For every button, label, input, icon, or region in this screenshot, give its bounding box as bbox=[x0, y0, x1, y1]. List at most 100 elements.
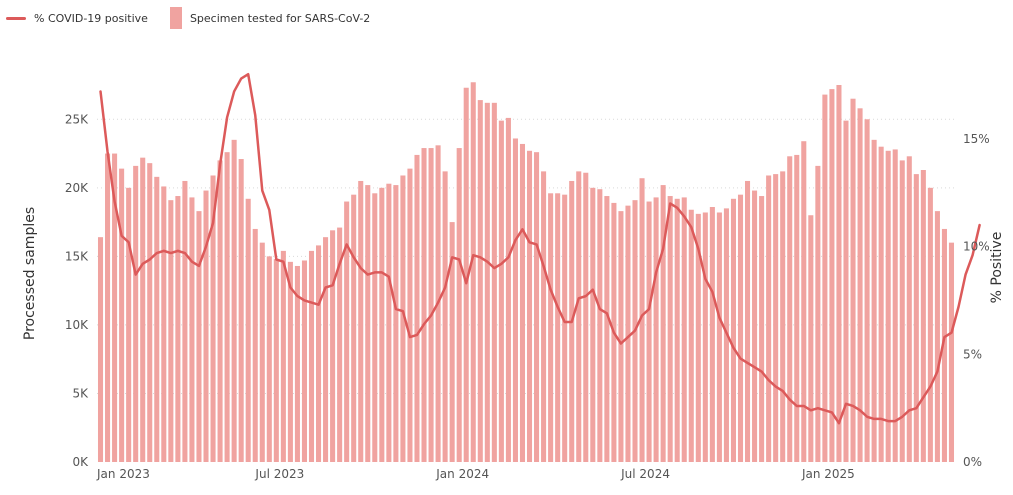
y-tick-label: 15K bbox=[65, 249, 89, 263]
bar bbox=[421, 148, 427, 462]
bar bbox=[618, 211, 624, 462]
bar bbox=[625, 205, 631, 462]
y2-tick-label: 10% bbox=[963, 240, 990, 254]
y2-tick-label: 15% bbox=[963, 132, 990, 146]
bar bbox=[920, 170, 926, 462]
bar bbox=[273, 259, 279, 462]
bar bbox=[583, 172, 589, 463]
y-tick-label: 10K bbox=[65, 318, 89, 332]
bar bbox=[906, 156, 912, 463]
bar bbox=[681, 197, 687, 462]
bar bbox=[667, 196, 673, 463]
bar bbox=[189, 197, 195, 462]
y-tick-label: 5K bbox=[72, 386, 89, 400]
bar bbox=[604, 196, 610, 463]
bar bbox=[639, 178, 645, 462]
bar bbox=[534, 152, 540, 463]
bar bbox=[365, 185, 371, 462]
bar bbox=[759, 196, 765, 463]
bar bbox=[287, 261, 293, 462]
bar bbox=[463, 87, 469, 463]
bar bbox=[934, 211, 940, 462]
bar bbox=[442, 171, 448, 462]
bar bbox=[653, 197, 659, 462]
bar bbox=[477, 100, 483, 462]
bar bbox=[562, 194, 568, 463]
bar bbox=[801, 141, 807, 462]
bar bbox=[337, 227, 343, 462]
legend-label-covid-positive: % COVID-19 positive bbox=[34, 11, 148, 25]
legend: % COVID-19 positive Specimen tested for … bbox=[6, 7, 392, 29]
legend-item-specimen-tested[interactable]: Specimen tested for SARS-CoV-2 bbox=[169, 7, 370, 29]
bar bbox=[161, 186, 167, 462]
bar bbox=[836, 85, 842, 462]
bar bbox=[330, 230, 336, 462]
bar bbox=[358, 180, 364, 462]
bar bbox=[294, 265, 300, 462]
bar bbox=[175, 196, 181, 463]
bar bbox=[808, 215, 814, 462]
bar bbox=[182, 180, 188, 462]
bar bbox=[428, 148, 434, 462]
bar bbox=[752, 190, 758, 462]
bar bbox=[266, 256, 272, 462]
bar bbox=[245, 198, 251, 463]
bar bbox=[850, 98, 856, 463]
bar bbox=[590, 187, 596, 462]
bar bbox=[210, 175, 216, 463]
bar bbox=[379, 187, 385, 462]
x-tick-label: Jul 2024 bbox=[620, 467, 670, 481]
bar bbox=[794, 154, 800, 463]
bar bbox=[316, 245, 322, 462]
bar bbox=[548, 193, 554, 463]
legend-bar-swatch bbox=[169, 7, 182, 29]
bar bbox=[372, 193, 378, 463]
bar bbox=[526, 150, 533, 463]
y-tick-label: 0K bbox=[72, 455, 89, 469]
bar bbox=[674, 198, 680, 463]
bar bbox=[899, 160, 905, 462]
bar bbox=[323, 237, 329, 462]
bar bbox=[829, 89, 835, 463]
bar bbox=[203, 190, 209, 462]
bar bbox=[484, 102, 490, 462]
bar bbox=[941, 228, 947, 462]
bar bbox=[773, 174, 779, 463]
bar bbox=[449, 222, 455, 462]
line-series-covid-positive bbox=[99, 72, 981, 425]
bar bbox=[787, 156, 793, 463]
x-tick-label: Jan 2024 bbox=[435, 467, 489, 481]
bar bbox=[259, 242, 265, 462]
bar bbox=[512, 138, 518, 462]
bar bbox=[555, 193, 561, 463]
bar bbox=[885, 150, 891, 463]
bar bbox=[519, 143, 526, 462]
bar bbox=[913, 174, 919, 463]
bar bbox=[745, 180, 751, 462]
y2-axis-title: % Positive bbox=[989, 232, 1005, 304]
bar bbox=[646, 201, 652, 462]
bar bbox=[351, 194, 357, 463]
x-tick-label: Jul 2023 bbox=[254, 467, 304, 481]
legend-item-covid-positive[interactable]: % COVID-19 positive bbox=[6, 12, 148, 25]
bar bbox=[119, 168, 125, 462]
bar bbox=[871, 139, 877, 462]
bar bbox=[927, 187, 933, 462]
bar bbox=[280, 250, 286, 462]
bar bbox=[660, 185, 666, 462]
x-tick-label: Jan 2023 bbox=[96, 467, 150, 481]
bar bbox=[105, 153, 111, 463]
bar bbox=[414, 154, 420, 463]
bar bbox=[737, 194, 744, 463]
y-axis-title: Processed samples bbox=[22, 207, 38, 340]
bar bbox=[97, 237, 104, 462]
bar bbox=[470, 82, 476, 462]
bar bbox=[892, 149, 898, 462]
bar bbox=[780, 171, 786, 462]
bar bbox=[815, 165, 821, 462]
bar bbox=[301, 260, 307, 462]
bar bbox=[766, 175, 772, 463]
bar bbox=[217, 160, 223, 462]
bar bbox=[231, 139, 237, 462]
